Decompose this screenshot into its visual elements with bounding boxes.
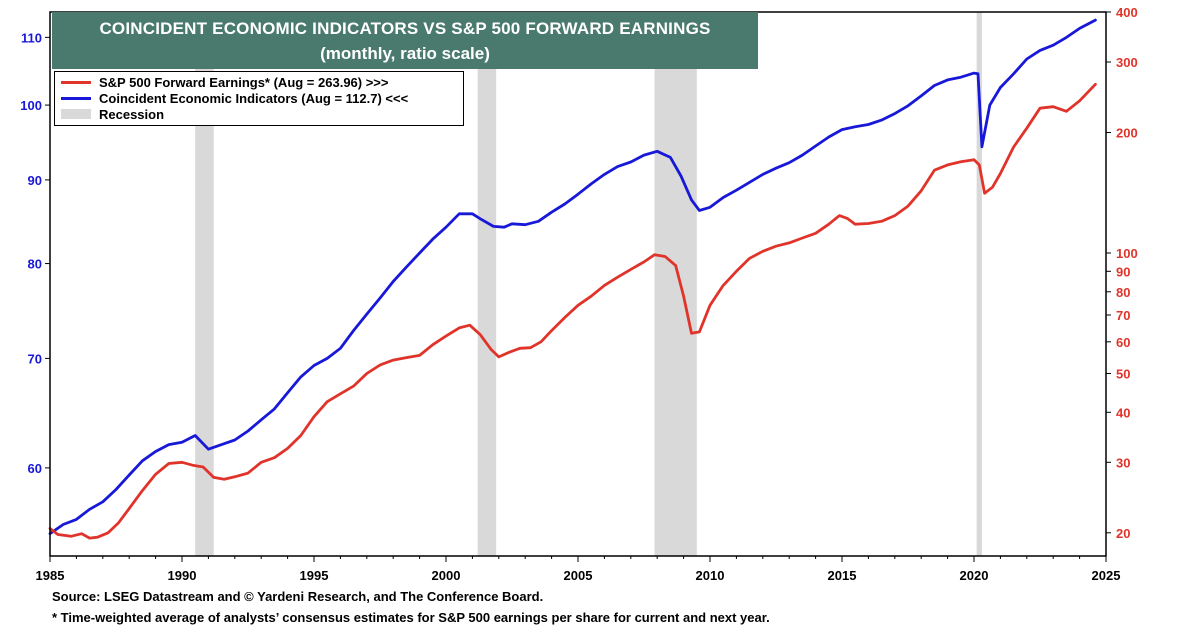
y-right-tick-label: 50 [1116, 366, 1130, 381]
legend-swatch-earnings [61, 80, 91, 84]
legend: S&P 500 Forward Earnings* (Aug = 263.96)… [54, 71, 464, 126]
y-right-tick-label: 80 [1116, 285, 1130, 300]
x-tick-label: 2005 [564, 568, 593, 583]
x-tick-label: 2025 [1092, 568, 1121, 583]
x-tick-label: 2015 [828, 568, 857, 583]
y-right-tick-label: 30 [1116, 455, 1130, 470]
series-layer [48, 18, 1097, 540]
source-note: Source: LSEG Datastream and © Yardeni Re… [52, 589, 544, 604]
y-axis-right: 20 30 40 50 60 70 80 90 100 200 300 400 [1106, 5, 1138, 541]
x-tick-label: 2020 [960, 568, 989, 583]
y-right-tick-label: 200 [1116, 125, 1138, 140]
y-right-tick-label: 100 [1116, 246, 1138, 261]
recession-band [654, 12, 697, 556]
x-tick-label: 1990 [168, 568, 197, 583]
y-right-tick-label: 90 [1116, 264, 1130, 279]
y-left-tick-label: 90 [28, 173, 42, 188]
y-left-tick-label: 110 [21, 30, 42, 45]
x-tick-label: 2010 [696, 568, 725, 583]
footnote: * Time-weighted average of analysts’ con… [52, 610, 770, 625]
legend-swatch-indicators [61, 96, 91, 100]
y-right-tick-label: 300 [1116, 55, 1138, 70]
legend-item-recession: Recession [61, 106, 164, 122]
legend-swatch-recession [61, 109, 91, 119]
x-tick-label: 2000 [432, 568, 461, 583]
y-left-tick-label: 100 [20, 98, 42, 113]
recession-band [976, 12, 982, 556]
recession-band [477, 12, 497, 556]
legend-label-earnings: S&P 500 Forward Earnings* (Aug = 263.96)… [99, 74, 389, 90]
y-axis-left: 60 70 80 90 100 110 [20, 30, 50, 476]
chart-title-box: COINCIDENT ECONOMIC INDICATORS VS S&P 50… [52, 12, 758, 69]
y-right-tick-label: 70 [1116, 308, 1130, 323]
legend-label-indicators: Coincident Economic Indicators (Aug = 11… [99, 90, 409, 106]
legend-label-recession: Recession [99, 106, 165, 122]
recession-bands [195, 12, 982, 556]
chart-subtitle: (monthly, ratio scale) [320, 44, 490, 63]
coincident-indicators-line [48, 18, 1097, 535]
y-right-tick-label: 20 [1116, 526, 1130, 541]
legend-item-earnings: S&P 500 Forward Earnings* (Aug = 263.96)… [61, 74, 389, 90]
forward-earnings-line [48, 82, 1097, 540]
y-right-tick-label: 60 [1116, 335, 1130, 350]
x-tick-label: 1985 [36, 568, 65, 583]
x-tick-label: 1995 [300, 568, 329, 583]
y-right-tick-label: 400 [1116, 5, 1138, 20]
legend-item-indicators: Coincident Economic Indicators (Aug = 11… [61, 90, 408, 106]
y-left-tick-label: 60 [28, 461, 42, 476]
chart-title: COINCIDENT ECONOMIC INDICATORS VS S&P 50… [99, 19, 711, 38]
y-left-tick-label: 70 [28, 351, 42, 366]
x-axis: 1985 1990 1995 2000 2005 2010 2015 2020 2025 [36, 556, 1121, 583]
y-left-tick-label: 80 [28, 257, 42, 272]
recession-band [195, 12, 214, 556]
y-right-tick-label: 40 [1116, 405, 1130, 420]
